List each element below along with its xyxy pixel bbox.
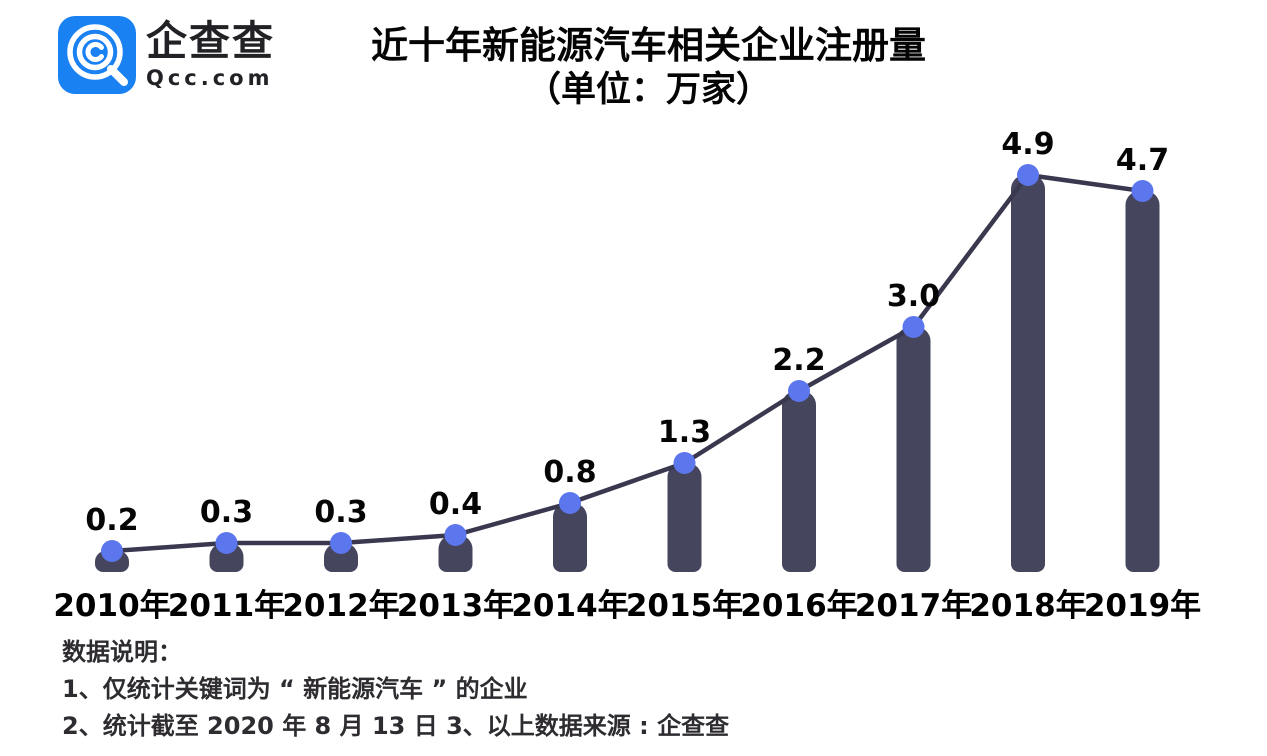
- dot-2010: [101, 540, 123, 562]
- notes-heading: 数据说明：: [62, 638, 182, 666]
- bar-2012: [324, 543, 358, 572]
- bar-2011: [209, 543, 244, 572]
- bar-2016: [782, 391, 816, 572]
- x-tick-2016: 2016年: [740, 588, 857, 624]
- value-label-2010: 0.2: [85, 503, 138, 538]
- notes-line1: 1、仅统计关键词为 “ 新能源汽车 ” 的企业: [62, 675, 528, 703]
- dot-2019: [1131, 180, 1154, 202]
- qcc-logo: 企查查 Qcc.com: [58, 16, 275, 94]
- x-tick-2012: 2012年: [282, 588, 399, 624]
- x-tick-2015: 2015年: [626, 588, 743, 624]
- qcc-magnifier-icon: [58, 16, 136, 94]
- chart-title: 近十年新能源汽车相关企业注册量 （单位：万家）: [30, 24, 1267, 112]
- value-label-2016: 2.2: [772, 343, 825, 378]
- dot-2017: [902, 316, 925, 338]
- brand-name-en: Qcc.com: [146, 66, 274, 90]
- data-notes: 数据说明： 1、仅统计关键词为 “ 新能源汽车 ” 的企业 2、统计截至 202…: [62, 634, 729, 745]
- value-label-2013: 0.4: [429, 487, 482, 522]
- brand-name-cn: 企查查: [146, 17, 275, 65]
- value-label-2012: 0.3: [314, 495, 367, 530]
- trend-line: [109, 172, 1145, 554]
- dot-2012: [330, 532, 352, 554]
- dot-2018: [1017, 164, 1039, 186]
- x-tick-2018: 2018年: [969, 588, 1086, 624]
- bar-2019: [1125, 191, 1160, 572]
- x-tick-2019: 2019年: [1084, 588, 1201, 624]
- x-tick-2010: 2010年: [53, 588, 170, 624]
- x-tick-2013: 2013年: [397, 588, 514, 624]
- bar-2013: [438, 535, 473, 572]
- bar-line-chart: 0.2 2010年 0.3 2011年 0.3 2012年 0.4 2013年 0.8 2014年…: [53, 130, 1201, 624]
- value-label-2014: 0.8: [543, 455, 596, 490]
- value-label-2017: 3.0: [887, 279, 940, 314]
- chart-title-line1: 近十年新能源汽车相关企业注册量: [371, 24, 926, 67]
- bar-2014: [553, 503, 587, 572]
- dot-2015: [673, 452, 696, 474]
- value-label-2019: 4.7: [1116, 143, 1169, 178]
- chart-title-line2: （单位：万家）: [525, 70, 771, 110]
- bar-2018: [1011, 175, 1045, 572]
- x-tick-2014: 2014年: [511, 588, 628, 624]
- x-tick-2017: 2017年: [855, 588, 972, 624]
- bar-2017: [896, 327, 931, 572]
- dot-2011: [215, 532, 238, 554]
- dot-2016: [788, 380, 810, 402]
- bar-2015: [667, 463, 702, 572]
- dot-2014: [559, 492, 581, 514]
- logo-text: 企查查 Qcc.com: [146, 16, 275, 90]
- value-label-2011: 0.3: [200, 495, 253, 530]
- value-label-2018: 4.9: [1001, 130, 1054, 162]
- dot-2013: [444, 524, 467, 546]
- notes-line2: 2、统计截至 2020 年 8 月 13 日 3、以上数据来源 : 企查查: [62, 712, 730, 740]
- value-label-2015: 1.3: [658, 415, 711, 450]
- x-tick-2011: 2011年: [168, 588, 285, 624]
